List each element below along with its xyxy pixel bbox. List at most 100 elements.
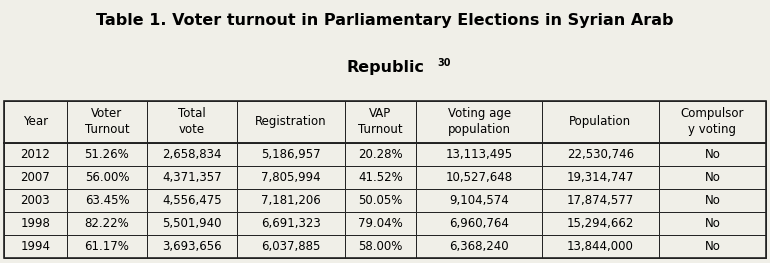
Text: 7,181,206: 7,181,206 xyxy=(261,194,321,207)
Bar xyxy=(67,101,147,143)
Text: 13,844,000: 13,844,000 xyxy=(567,240,634,253)
Bar xyxy=(4,101,766,258)
Text: 3,693,656: 3,693,656 xyxy=(162,240,222,253)
Bar xyxy=(237,189,345,212)
Bar xyxy=(658,143,766,166)
Bar xyxy=(237,101,345,143)
Bar xyxy=(4,101,67,143)
Text: 63.45%: 63.45% xyxy=(85,194,129,207)
Bar xyxy=(237,166,345,189)
Bar xyxy=(67,189,147,212)
Text: 58.00%: 58.00% xyxy=(358,240,403,253)
Text: 2003: 2003 xyxy=(21,194,50,207)
Text: 6,691,323: 6,691,323 xyxy=(261,217,321,230)
Bar xyxy=(237,143,345,166)
Text: Year: Year xyxy=(22,115,48,128)
Bar xyxy=(67,143,147,166)
Text: 22,530,746: 22,530,746 xyxy=(567,148,634,161)
Bar xyxy=(417,235,542,258)
Bar xyxy=(658,101,766,143)
Bar xyxy=(345,235,417,258)
Bar xyxy=(147,189,237,212)
Text: 20.28%: 20.28% xyxy=(358,148,403,161)
Text: 30: 30 xyxy=(437,58,451,68)
Text: 51.26%: 51.26% xyxy=(85,148,129,161)
Text: Population: Population xyxy=(569,115,631,128)
Bar xyxy=(147,235,237,258)
Bar xyxy=(658,189,766,212)
Bar xyxy=(658,166,766,189)
Text: 5,186,957: 5,186,957 xyxy=(261,148,320,161)
Bar xyxy=(417,143,542,166)
Bar xyxy=(4,235,67,258)
Bar xyxy=(237,235,345,258)
Bar xyxy=(147,143,237,166)
Bar xyxy=(147,101,237,143)
Text: No: No xyxy=(705,194,720,207)
Text: 41.52%: 41.52% xyxy=(358,171,403,184)
Text: Table 1. Voter turnout in Parliamentary Elections in Syrian Arab: Table 1. Voter turnout in Parliamentary … xyxy=(96,13,674,28)
Text: 1998: 1998 xyxy=(20,217,50,230)
Bar xyxy=(4,189,67,212)
Text: No: No xyxy=(705,171,720,184)
Text: 15,294,662: 15,294,662 xyxy=(567,217,634,230)
Text: 4,371,357: 4,371,357 xyxy=(162,171,222,184)
Text: 13,113,495: 13,113,495 xyxy=(446,148,513,161)
Text: 6,037,885: 6,037,885 xyxy=(261,240,320,253)
Text: 56.00%: 56.00% xyxy=(85,171,129,184)
Bar xyxy=(237,212,345,235)
Bar xyxy=(67,166,147,189)
Text: 1994: 1994 xyxy=(20,240,50,253)
Bar xyxy=(4,212,67,235)
Bar xyxy=(345,212,417,235)
Text: 9,104,574: 9,104,574 xyxy=(449,194,509,207)
Text: 2012: 2012 xyxy=(20,148,50,161)
Bar xyxy=(417,101,542,143)
Text: No: No xyxy=(705,240,720,253)
Bar xyxy=(345,189,417,212)
Text: 50.05%: 50.05% xyxy=(358,194,403,207)
Bar xyxy=(4,143,67,166)
Text: 6,960,764: 6,960,764 xyxy=(449,217,509,230)
Bar xyxy=(417,166,542,189)
Text: 19,314,747: 19,314,747 xyxy=(567,171,634,184)
Bar xyxy=(147,212,237,235)
Bar xyxy=(542,235,658,258)
Text: 79.04%: 79.04% xyxy=(358,217,403,230)
Text: 2007: 2007 xyxy=(20,171,50,184)
Bar xyxy=(345,101,417,143)
Text: 2,658,834: 2,658,834 xyxy=(162,148,222,161)
Bar xyxy=(4,166,67,189)
Bar xyxy=(417,212,542,235)
Bar xyxy=(345,143,417,166)
Text: No: No xyxy=(705,148,720,161)
Bar xyxy=(658,235,766,258)
Text: 4,556,475: 4,556,475 xyxy=(162,194,222,207)
Text: 61.17%: 61.17% xyxy=(85,240,129,253)
Text: 10,527,648: 10,527,648 xyxy=(446,171,513,184)
Bar xyxy=(542,101,658,143)
Text: Voter
Turnout: Voter Turnout xyxy=(85,108,129,136)
Text: Total
vote: Total vote xyxy=(179,108,206,136)
Bar xyxy=(542,212,658,235)
Bar xyxy=(542,166,658,189)
Bar xyxy=(147,166,237,189)
Text: Voting age
population: Voting age population xyxy=(447,108,511,136)
Text: No: No xyxy=(705,217,720,230)
Bar xyxy=(542,189,658,212)
Text: 6,368,240: 6,368,240 xyxy=(450,240,509,253)
Text: 7,805,994: 7,805,994 xyxy=(261,171,320,184)
Bar xyxy=(658,212,766,235)
Text: Compulsor
y voting: Compulsor y voting xyxy=(681,108,744,136)
Text: Republic: Republic xyxy=(346,60,424,75)
Text: 5,501,940: 5,501,940 xyxy=(162,217,222,230)
Bar xyxy=(345,166,417,189)
Text: VAP
Turnout: VAP Turnout xyxy=(358,108,403,136)
Bar xyxy=(67,235,147,258)
Bar xyxy=(542,143,658,166)
Bar xyxy=(417,189,542,212)
Text: Registration: Registration xyxy=(255,115,326,128)
Bar xyxy=(67,212,147,235)
Text: 17,874,577: 17,874,577 xyxy=(567,194,634,207)
Text: 82.22%: 82.22% xyxy=(85,217,129,230)
